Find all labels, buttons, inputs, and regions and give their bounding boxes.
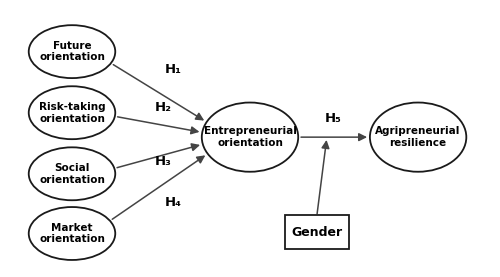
Text: Market
orientation: Market orientation — [39, 223, 105, 244]
Ellipse shape — [28, 86, 116, 139]
Ellipse shape — [28, 25, 116, 78]
Text: H₄: H₄ — [165, 196, 182, 209]
Text: Social
orientation: Social orientation — [39, 163, 105, 184]
Ellipse shape — [202, 102, 298, 172]
Ellipse shape — [28, 147, 116, 200]
Text: H₅: H₅ — [324, 112, 342, 125]
Text: H₁: H₁ — [165, 63, 182, 76]
Ellipse shape — [28, 207, 116, 260]
Text: Risk-taking
orientation: Risk-taking orientation — [38, 102, 106, 124]
Text: Entrepreneurial
orientation: Entrepreneurial orientation — [204, 126, 296, 148]
Text: H₂: H₂ — [155, 101, 172, 114]
Text: H₃: H₃ — [155, 155, 172, 168]
Text: Future
orientation: Future orientation — [39, 41, 105, 62]
Text: Agripreneurial
resilience: Agripreneurial resilience — [376, 126, 461, 148]
Ellipse shape — [370, 102, 466, 172]
Text: Gender: Gender — [291, 226, 343, 239]
FancyBboxPatch shape — [284, 215, 349, 249]
